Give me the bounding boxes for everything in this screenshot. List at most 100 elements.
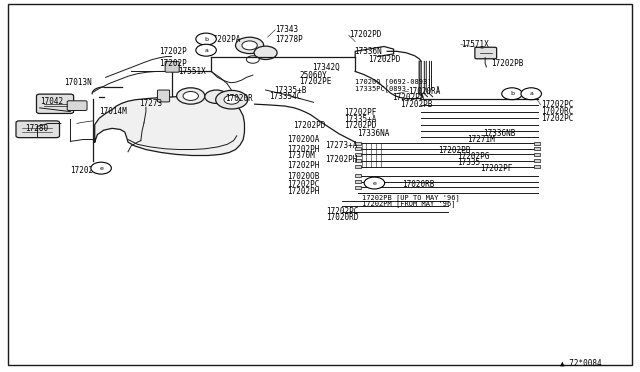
- Circle shape: [242, 41, 257, 50]
- Text: 17020OB: 17020OB: [287, 172, 319, 181]
- Text: 17202PF: 17202PF: [480, 164, 513, 173]
- Bar: [534, 159, 540, 162]
- Bar: [355, 180, 361, 183]
- Text: ▲ 72*0084: ▲ 72*0084: [560, 358, 602, 367]
- Bar: [355, 174, 361, 177]
- Text: 17551X: 17551X: [178, 67, 205, 76]
- Text: 17280: 17280: [26, 124, 49, 133]
- Text: 173354C: 173354C: [269, 92, 301, 101]
- Circle shape: [224, 95, 239, 104]
- Text: 17202PB: 17202PB: [438, 146, 471, 155]
- FancyBboxPatch shape: [475, 47, 497, 59]
- Bar: [355, 159, 361, 162]
- Text: 25060Y: 25060Y: [300, 71, 327, 80]
- FancyBboxPatch shape: [36, 94, 74, 113]
- Text: 17020OA: 17020OA: [287, 135, 319, 144]
- Text: 17273+A: 17273+A: [325, 141, 358, 150]
- Text: 17202PD: 17202PD: [349, 30, 381, 39]
- Text: 17202PA: 17202PA: [208, 35, 241, 44]
- Bar: [355, 186, 361, 189]
- Text: 17202PA: 17202PA: [70, 166, 103, 175]
- Circle shape: [364, 177, 385, 189]
- Text: 17202PC: 17202PC: [287, 180, 319, 189]
- Text: a: a: [204, 48, 208, 53]
- Text: e: e: [99, 166, 103, 171]
- Text: 17278P: 17278P: [275, 35, 303, 44]
- FancyBboxPatch shape: [16, 121, 60, 138]
- Text: 17202P: 17202P: [159, 60, 186, 68]
- Text: 17020RA: 17020RA: [408, 87, 441, 96]
- Circle shape: [196, 44, 216, 56]
- Text: 17336NA: 17336NA: [357, 129, 390, 138]
- Text: a: a: [529, 91, 533, 96]
- Text: 17020R: 17020R: [225, 94, 253, 103]
- FancyBboxPatch shape: [8, 4, 632, 365]
- Text: 17202PC: 17202PC: [541, 114, 573, 123]
- Bar: [534, 153, 540, 156]
- FancyBboxPatch shape: [67, 101, 87, 110]
- Text: 17202PD: 17202PD: [293, 121, 326, 130]
- Circle shape: [183, 92, 198, 100]
- Text: 17202PH: 17202PH: [325, 155, 358, 164]
- Circle shape: [246, 56, 259, 63]
- Circle shape: [216, 90, 248, 109]
- Text: 17020RB: 17020RB: [402, 180, 435, 189]
- Bar: [355, 165, 361, 168]
- Text: 17370M: 17370M: [287, 151, 314, 160]
- Text: 17202PH: 17202PH: [287, 145, 319, 154]
- Text: 17202PH: 17202PH: [287, 161, 319, 170]
- Text: 17335+A: 17335+A: [344, 115, 377, 124]
- Text: 17335PC[0893-      ]: 17335PC[0893- ]: [355, 85, 440, 92]
- Bar: [355, 147, 361, 150]
- Text: 17202PA: 17202PA: [392, 93, 424, 102]
- Text: 17335+B: 17335+B: [274, 86, 307, 94]
- Text: b: b: [204, 36, 208, 42]
- Circle shape: [236, 37, 264, 54]
- Circle shape: [254, 46, 277, 60]
- FancyBboxPatch shape: [157, 90, 170, 102]
- Text: 17202PB: 17202PB: [492, 59, 524, 68]
- Text: 17273: 17273: [140, 99, 163, 108]
- Text: 17202PH: 17202PH: [287, 187, 319, 196]
- Text: 17042: 17042: [40, 97, 63, 106]
- Text: 17202PD: 17202PD: [368, 55, 401, 64]
- Bar: [534, 165, 540, 168]
- Circle shape: [177, 88, 205, 104]
- Text: 17343: 17343: [275, 25, 298, 34]
- Text: 17202PF: 17202PF: [344, 108, 377, 117]
- Text: 17342Q: 17342Q: [312, 63, 340, 72]
- Polygon shape: [95, 96, 244, 155]
- Text: 17271M: 17271M: [467, 135, 495, 144]
- Bar: [534, 147, 540, 150]
- Text: 17014M: 17014M: [99, 107, 127, 116]
- Text: 17336N: 17336N: [354, 47, 381, 56]
- Text: 17013N: 17013N: [64, 78, 92, 87]
- Text: 17202PM [FROM MAY '96]: 17202PM [FROM MAY '96]: [362, 201, 455, 207]
- Circle shape: [91, 162, 111, 174]
- Text: 17202PG: 17202PG: [458, 153, 490, 161]
- Text: 17020Q [0692-0893]: 17020Q [0692-0893]: [355, 78, 432, 85]
- Text: 17202PC: 17202PC: [326, 207, 359, 216]
- Circle shape: [521, 88, 541, 100]
- Text: 17202PC: 17202PC: [541, 100, 573, 109]
- Bar: [355, 142, 361, 145]
- Text: e: e: [372, 180, 376, 186]
- Text: 17020RD: 17020RD: [326, 213, 359, 222]
- Text: 17202PE: 17202PE: [300, 77, 332, 86]
- Circle shape: [205, 90, 228, 103]
- Text: 17202P: 17202P: [159, 47, 186, 56]
- Bar: [355, 153, 361, 156]
- Text: 17202PB [UP TO MAY '96]: 17202PB [UP TO MAY '96]: [362, 195, 460, 201]
- Circle shape: [225, 98, 238, 106]
- Text: b: b: [510, 91, 514, 96]
- Text: 17571X: 17571X: [461, 40, 488, 49]
- Text: 17202PD: 17202PD: [344, 121, 377, 130]
- Circle shape: [502, 88, 522, 100]
- Text: 17336NB: 17336NB: [483, 129, 516, 138]
- Text: 17020RC: 17020RC: [541, 107, 573, 116]
- Circle shape: [196, 33, 216, 45]
- Text: 17202PB: 17202PB: [400, 100, 433, 109]
- Text: 17335: 17335: [458, 158, 481, 167]
- FancyBboxPatch shape: [165, 61, 179, 72]
- Bar: [534, 142, 540, 145]
